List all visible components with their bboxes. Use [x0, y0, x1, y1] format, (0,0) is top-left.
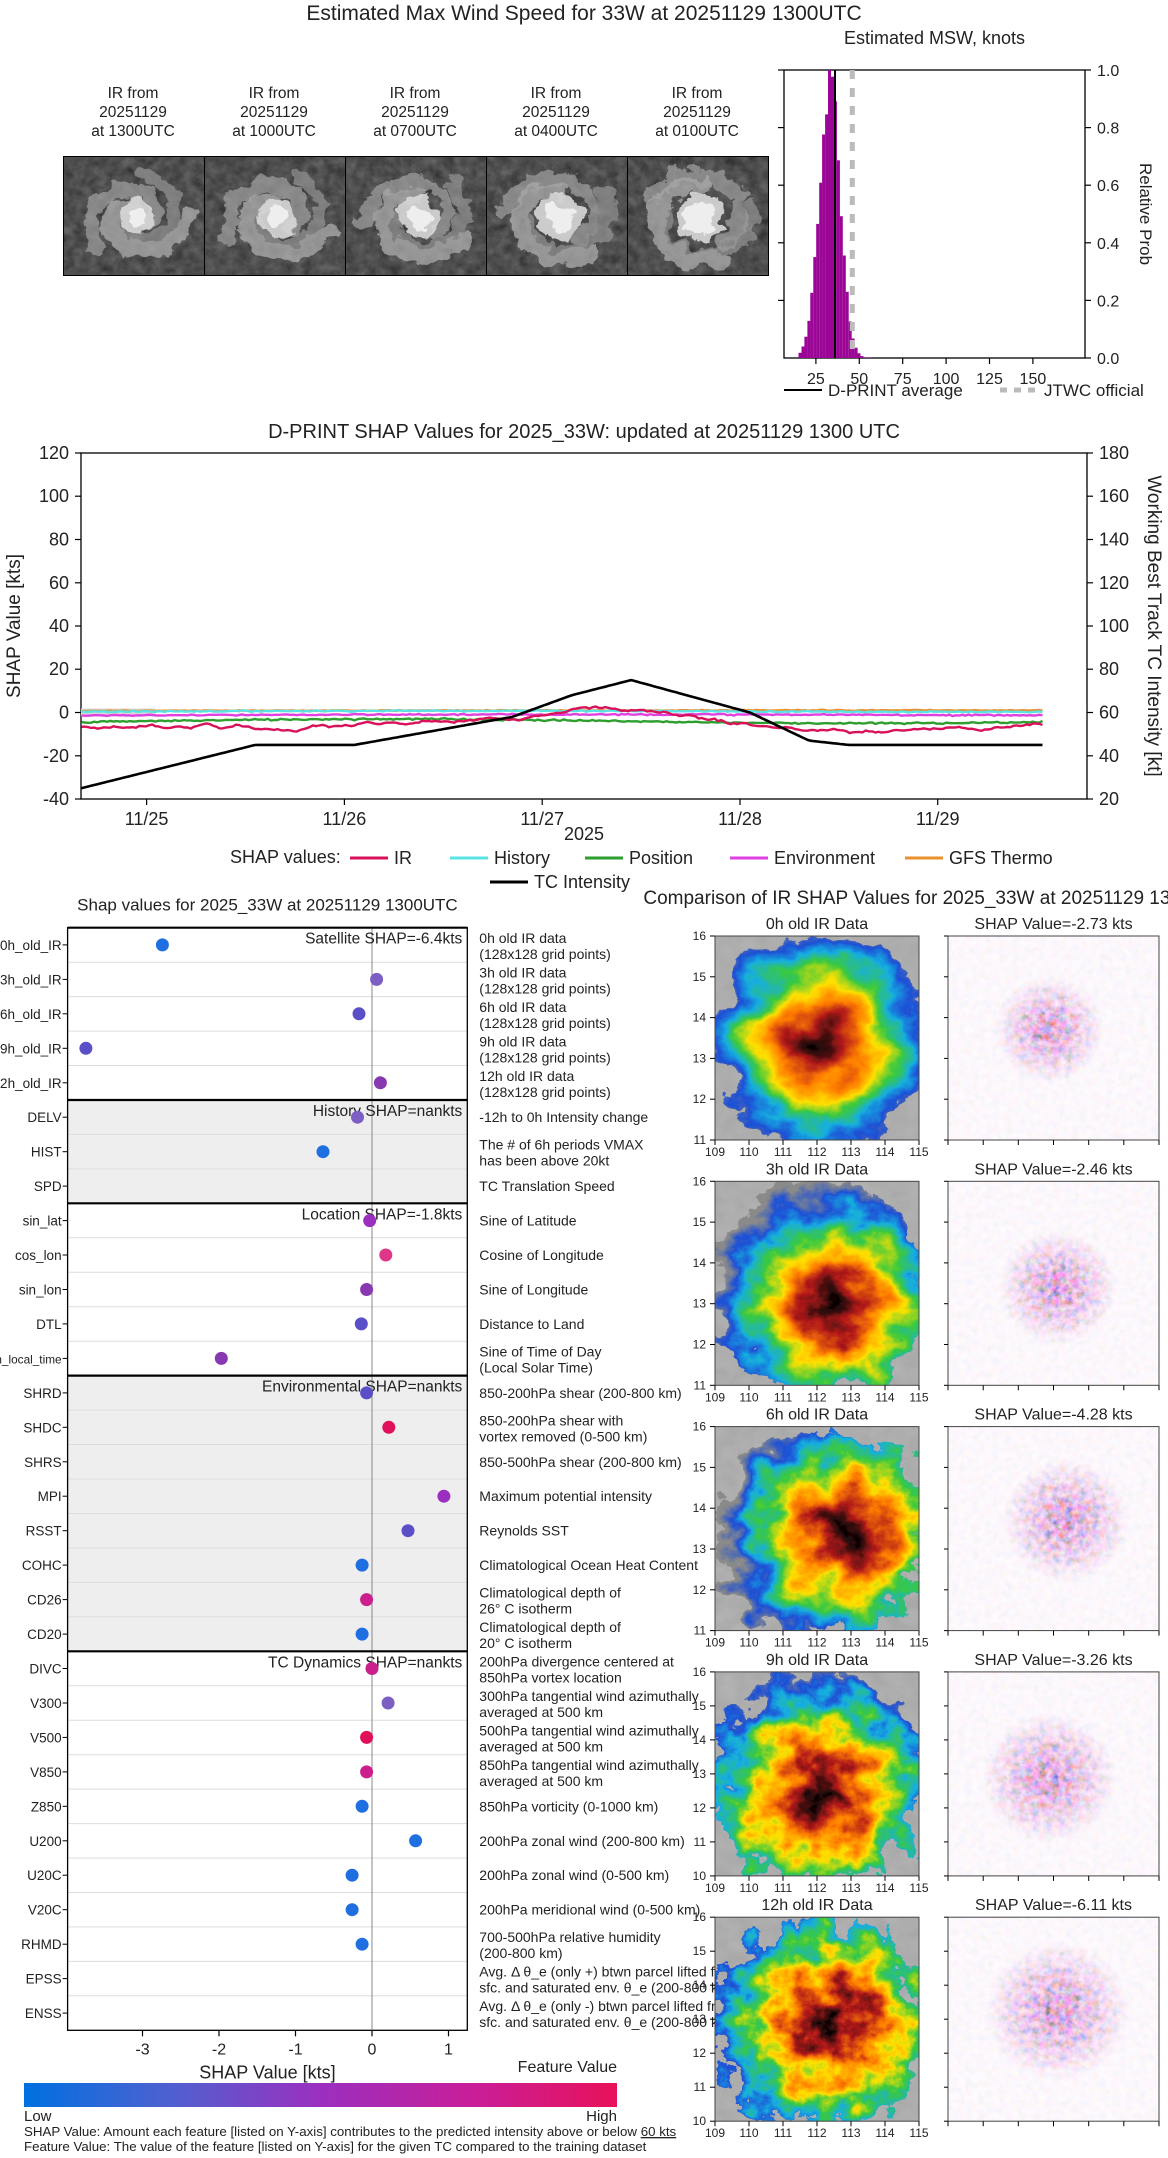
svg-text:0.4: 0.4	[1097, 236, 1119, 253]
svg-text:114: 114	[875, 1390, 894, 1404]
svg-text:109: 109	[705, 2126, 725, 2140]
svg-text:113: 113	[841, 2126, 860, 2140]
svg-text:112: 112	[807, 1145, 826, 1159]
svg-text:16: 16	[693, 1910, 707, 1924]
svg-text:115: 115	[909, 1390, 928, 1404]
svg-text:SHAP Value=-6.11 kts: SHAP Value=-6.11 kts	[975, 1897, 1132, 1914]
svg-text:16: 16	[693, 1420, 707, 1434]
svg-text:113: 113	[841, 1145, 860, 1159]
svg-text:110: 110	[739, 1881, 758, 1895]
svg-text:D-PRINT average: D-PRINT average	[828, 381, 963, 400]
svg-text:110: 110	[739, 1390, 758, 1404]
svg-text:111: 111	[774, 1881, 793, 1895]
svg-text:14: 14	[693, 1501, 707, 1515]
svg-text:12: 12	[693, 1583, 707, 1597]
svg-text:13: 13	[693, 1767, 707, 1781]
svg-text:Relative Prob: Relative Prob	[1136, 163, 1155, 265]
svg-text:11: 11	[694, 1835, 707, 1849]
svg-text:110: 110	[739, 1145, 758, 1159]
svg-text:0h old IR Data: 0h old IR Data	[766, 916, 868, 933]
svg-text:109: 109	[705, 1636, 725, 1650]
svg-text:14: 14	[693, 1256, 707, 1270]
svg-text:112: 112	[807, 2126, 826, 2140]
svg-text:15: 15	[693, 1215, 707, 1229]
svg-text:109: 109	[705, 1881, 725, 1895]
svg-text:0.6: 0.6	[1097, 178, 1119, 195]
svg-text:114: 114	[875, 1145, 894, 1159]
svg-text:JTWC official: JTWC official	[1044, 381, 1144, 400]
svg-text:15: 15	[693, 1699, 707, 1713]
svg-text:14: 14	[693, 1978, 707, 1992]
svg-text:11: 11	[694, 2080, 707, 2094]
svg-text:16: 16	[693, 1665, 707, 1679]
svg-text:112: 112	[807, 1881, 826, 1895]
svg-text:0.0: 0.0	[1097, 351, 1119, 368]
svg-text:Estimated MSW, knots: Estimated MSW, knots	[844, 28, 1025, 48]
svg-text:12: 12	[693, 1801, 707, 1815]
svg-text:114: 114	[875, 1881, 894, 1895]
svg-text:114: 114	[875, 2126, 894, 2140]
svg-text:13: 13	[693, 1297, 707, 1311]
svg-text:111: 111	[774, 1145, 793, 1159]
svg-text:109: 109	[705, 1145, 725, 1159]
svg-text:111: 111	[774, 1390, 793, 1404]
svg-text:1.0: 1.0	[1097, 63, 1119, 80]
svg-text:3h old IR Data: 3h old IR Data	[766, 1161, 868, 1178]
svg-text:0.2: 0.2	[1097, 293, 1119, 310]
svg-text:115: 115	[909, 1145, 928, 1159]
svg-text:112: 112	[807, 1636, 826, 1650]
svg-text:SHAP Value=-3.26 kts: SHAP Value=-3.26 kts	[974, 1652, 1132, 1669]
svg-text:110: 110	[739, 1636, 758, 1650]
svg-text:Comparison of IR SHAP Values f: Comparison of IR SHAP Values for 2025_33…	[643, 888, 1168, 909]
svg-text:113: 113	[841, 1390, 860, 1404]
svg-text:150: 150	[1020, 371, 1047, 388]
svg-text:115: 115	[909, 2126, 928, 2140]
svg-text:113: 113	[841, 1636, 860, 1650]
svg-text:14: 14	[693, 1011, 707, 1025]
svg-text:110: 110	[739, 2126, 758, 2140]
svg-text:115: 115	[909, 1881, 928, 1895]
svg-text:112: 112	[807, 1390, 826, 1404]
svg-text:114: 114	[875, 1636, 894, 1650]
svg-text:115: 115	[909, 1636, 928, 1650]
svg-text:15: 15	[693, 1460, 707, 1474]
svg-text:13: 13	[693, 1542, 707, 1556]
svg-text:15: 15	[693, 970, 707, 984]
svg-text:125: 125	[976, 371, 1003, 388]
svg-text:12: 12	[693, 1338, 707, 1352]
svg-text:6h old IR Data: 6h old IR Data	[766, 1407, 868, 1424]
svg-text:25: 25	[807, 371, 825, 388]
svg-text:9h old IR Data: 9h old IR Data	[766, 1652, 868, 1669]
svg-text:SHAP Value=-4.28 kts: SHAP Value=-4.28 kts	[974, 1407, 1132, 1424]
svg-text:14: 14	[693, 1733, 707, 1747]
svg-text:SHAP Value=-2.73 kts: SHAP Value=-2.73 kts	[974, 916, 1132, 933]
svg-text:12: 12	[693, 1092, 707, 1106]
svg-text:12: 12	[693, 2046, 707, 2060]
svg-text:15: 15	[693, 1944, 707, 1958]
svg-text:13: 13	[693, 1051, 707, 1065]
svg-text:113: 113	[841, 1881, 860, 1895]
svg-text:109: 109	[705, 1390, 725, 1404]
svg-text:16: 16	[693, 1174, 707, 1188]
svg-text:0.8: 0.8	[1097, 121, 1119, 138]
svg-text:111: 111	[774, 1636, 793, 1650]
svg-text:13: 13	[693, 2012, 707, 2026]
svg-text:12h old IR Data: 12h old IR Data	[761, 1897, 872, 1914]
svg-text:16: 16	[693, 929, 707, 943]
svg-text:111: 111	[774, 2126, 793, 2140]
svg-text:SHAP Value=-2.46 kts: SHAP Value=-2.46 kts	[974, 1161, 1132, 1178]
